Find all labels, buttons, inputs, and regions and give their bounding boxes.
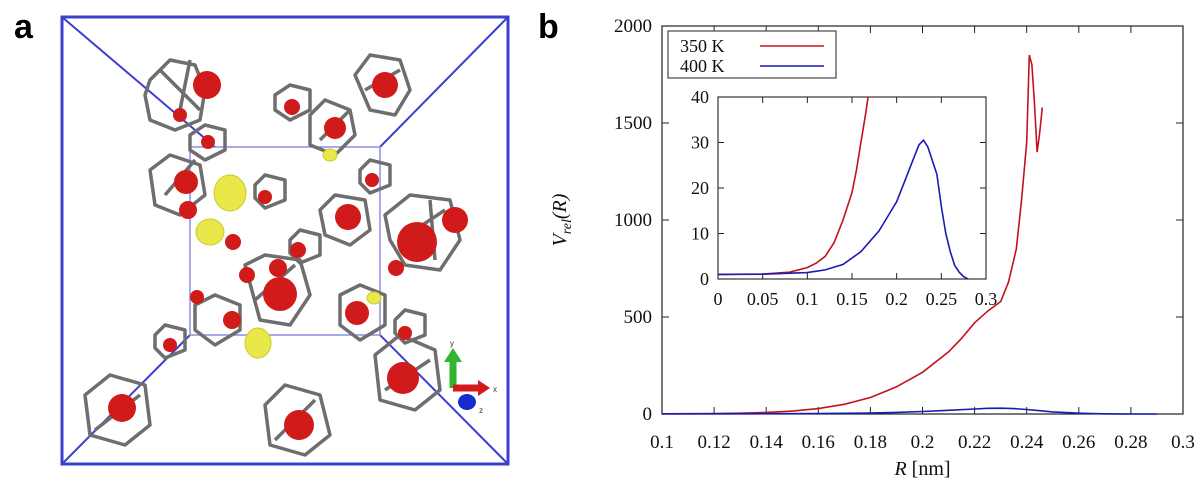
y-tick-label: 1000	[614, 210, 652, 231]
inset-y-tick-label: 40	[691, 87, 709, 107]
y-tick-label: 1500	[614, 113, 652, 134]
simulation-box-inner	[189, 146, 381, 336]
axes-gizmo: x y z	[444, 339, 497, 415]
x-tick-label: 0.12	[697, 432, 730, 453]
inset-series-line-400-K	[718, 138, 969, 279]
inset-y-tick-label: 0	[700, 269, 709, 289]
x-tick-label: 0.24	[1010, 432, 1044, 453]
atom-spheres	[108, 71, 468, 440]
x-tick-label: 0.14	[750, 432, 784, 453]
inset-y-tick-label: 10	[691, 224, 709, 244]
y-axis-label: Vrel(R)	[549, 193, 575, 246]
inset-frame	[717, 96, 987, 280]
legend-label: 400 K	[680, 56, 725, 76]
x-tick-label: 0.16	[802, 432, 835, 453]
solute-blobs	[195, 148, 382, 359]
axis-z-label: z	[479, 406, 483, 415]
legend-label: 350 K	[680, 36, 725, 56]
x-axis-label: R [nm]	[893, 458, 950, 480]
inset-x-tick-label: 0.05	[747, 289, 779, 309]
x-tick-label: 0.3	[1171, 432, 1195, 453]
x-tick-label: 0.28	[1114, 432, 1147, 453]
inset-y-tick-label: 30	[691, 133, 709, 153]
box-edge	[379, 334, 509, 465]
inset-x-tick-label: 0.1	[796, 289, 819, 309]
x-tick-label: 0.1	[650, 432, 674, 453]
y-tick-label: 2000	[614, 16, 652, 37]
panel-b-letter: b	[538, 8, 559, 46]
panel-a-letter: a	[14, 8, 33, 46]
inset-x-tick-label: 0	[714, 289, 723, 309]
x-tick-label: 0.22	[958, 432, 991, 453]
x-tick-label: 0.2	[911, 432, 935, 453]
simulation-box-outer	[60, 15, 510, 466]
y-tick-label: 500	[624, 307, 653, 328]
series-line-350-K	[661, 54, 1044, 415]
box-edge	[379, 16, 509, 148]
x-tick-label: 0.18	[854, 432, 887, 453]
inset-x-tick-label: 0.2	[885, 289, 908, 309]
y-tick-label: 0	[643, 404, 653, 425]
inset-y-tick-label: 20	[691, 178, 709, 198]
inset-x-tick-label: 0.25	[926, 289, 958, 309]
inset-series-line-350-K	[718, 97, 869, 276]
series-line-400-K	[662, 407, 1157, 415]
legend-box	[667, 30, 837, 79]
x-tick-label: 0.26	[1062, 432, 1095, 453]
axis-y-label: y	[450, 339, 454, 348]
inset-x-tick-label: 0.15	[836, 289, 868, 309]
simulation-box-illustration: x y z	[60, 15, 510, 466]
axis-x-label: x	[493, 385, 497, 394]
inset-x-tick-label: 0.3	[975, 289, 998, 309]
